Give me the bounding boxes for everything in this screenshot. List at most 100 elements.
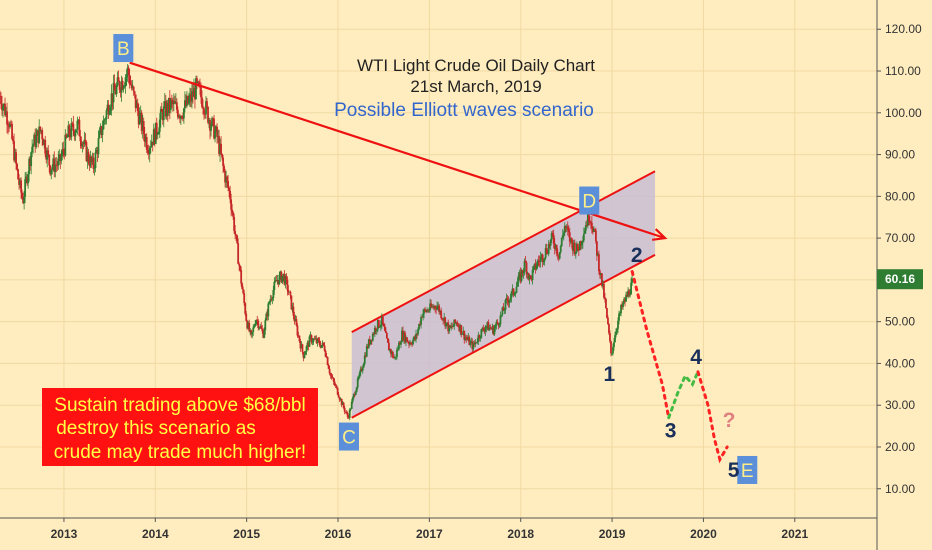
candle-body [535,265,538,270]
candle-body [513,293,516,295]
price-tick-label: 100.00 [885,106,922,120]
candle-body [189,94,191,99]
candle-body [195,78,197,100]
candle-body [210,126,212,131]
candle-body [22,197,25,204]
candle-body [627,290,629,297]
candle-body [281,276,284,283]
candle-body [497,323,500,326]
candle-body [430,303,433,308]
candle-body [435,308,438,310]
candle-body [213,118,215,139]
candle-body [551,233,554,235]
candle-body [70,123,73,138]
candle-body [2,106,4,111]
time-tick-label: 2015 [233,527,260,541]
candle-body [582,233,585,241]
candle-body [212,118,214,120]
candle-body [405,337,407,343]
wave-label-2: 2 [631,244,643,267]
candle-body [207,106,209,123]
candle-body [473,343,476,345]
candle-body [561,235,564,238]
candle-body [518,272,521,276]
candle-body [363,355,366,364]
candle-body [265,313,268,321]
candle-body [268,302,271,304]
candle-body [200,87,202,98]
candle-body [131,86,134,89]
candle-body [467,337,470,340]
candle-body [482,328,485,331]
candle-body [310,335,313,343]
candle-body [592,228,595,232]
candle-body [199,86,201,88]
candle-body [563,226,566,233]
candle-body [233,216,236,232]
candle-body [419,323,421,325]
candle-body [471,341,474,350]
candle-body [159,109,162,120]
candle-body [196,78,198,83]
candle-body [106,104,109,111]
candle-body [78,119,81,137]
candle-body [433,306,436,308]
candle-body [553,243,556,249]
time-tick-label: 2017 [416,527,443,541]
candle-body [305,346,308,352]
candle-body [32,144,35,147]
candle-body [30,152,33,166]
candle-body [250,330,253,335]
candle-body [331,377,334,379]
candle-body [618,313,620,321]
candle-body [394,356,396,358]
candle-body [4,103,6,116]
candle-body [437,305,440,307]
candle-body [100,126,103,135]
candle-body [317,338,320,341]
candle-body [151,141,154,146]
candle-body [537,260,540,262]
candle-body [501,307,504,315]
candle-body [372,333,375,335]
candle-body [375,329,378,331]
candle-body [440,310,443,319]
candle-body [170,99,173,101]
candle-body [480,329,483,338]
candle-body [543,257,546,261]
wave-label-box-c [338,422,359,451]
candle-body [77,119,80,121]
candle-body [167,97,170,114]
candle-body [398,342,400,350]
candle-body [225,176,228,183]
candle-body [54,164,57,172]
candle-body [390,349,392,354]
candle-body [552,234,555,244]
candle-body [311,341,314,343]
candle-body [349,408,352,410]
candle-body [453,319,456,327]
candle-body [496,321,499,324]
candle-body [95,150,98,153]
candle-body [153,129,156,144]
candle-body [512,288,515,295]
candle-body [369,339,372,345]
candle-body [222,157,224,167]
candle-body [12,138,14,142]
candle-body [619,313,621,315]
candle-body [597,254,599,256]
candle-body [279,271,282,275]
candle-body [214,130,216,139]
candle-body [533,263,536,267]
wave-label-5: 5 [728,459,740,482]
chart-subtitle-scenario: Possible Elliott waves scenario [334,100,594,121]
candle-body [466,338,469,340]
trendline-arrowhead [652,228,668,241]
candle-body [371,333,374,341]
candle-body [286,279,289,291]
candle-body [411,343,413,345]
candle-body [0,96,2,105]
candle-body [410,342,412,344]
candle-body [21,192,24,198]
candle-body [52,158,55,168]
